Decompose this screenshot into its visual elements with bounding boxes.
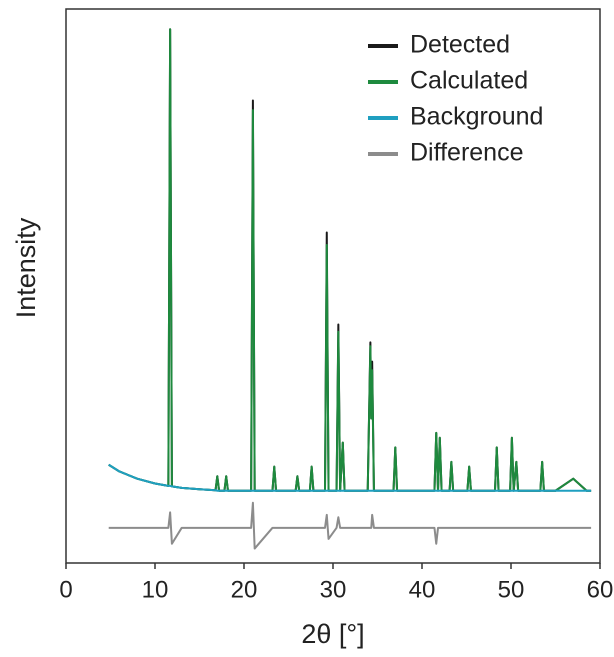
x-tick-label: 10: [142, 576, 169, 603]
x-tick-label: 30: [320, 576, 347, 603]
series-line: [108, 463, 592, 492]
x-axis-label: 2θ [°]: [301, 619, 364, 649]
x-tick-label: 50: [498, 576, 525, 603]
x-tick-label: 0: [59, 576, 72, 603]
x-tick-label: 60: [587, 576, 614, 603]
series-line: [108, 28, 592, 492]
legend-label: Background: [410, 103, 543, 131]
legend-label: Calculated: [410, 67, 528, 95]
legend-label: Difference: [410, 139, 524, 167]
legend-label: Detected: [410, 31, 510, 59]
x-tick-label: 40: [409, 576, 436, 603]
x-tick-label: 20: [231, 576, 258, 603]
series-line: [108, 28, 592, 492]
y-axis-label: Intensity: [11, 217, 41, 318]
series-line: [108, 501, 592, 550]
